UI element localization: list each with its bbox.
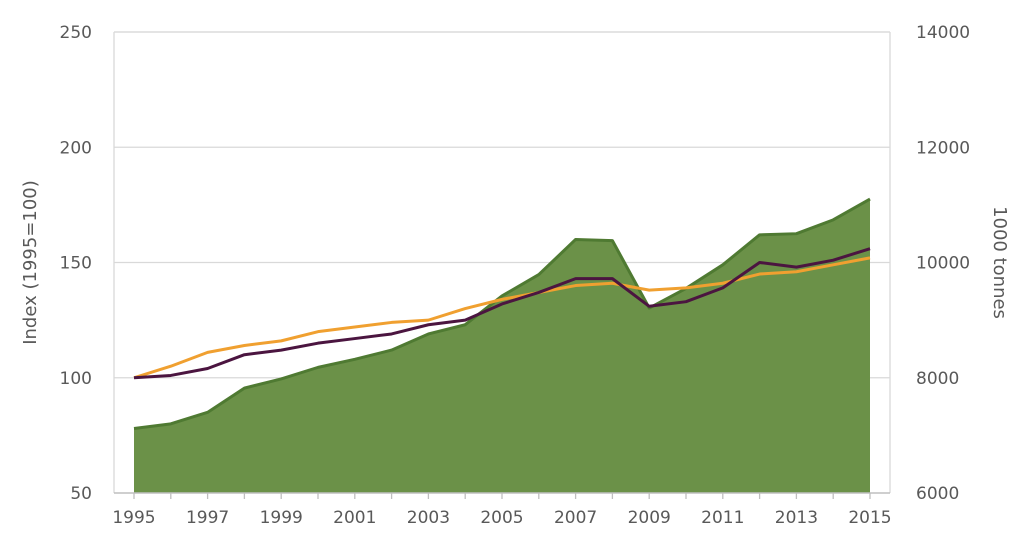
x-tick-label: 2009: [628, 508, 671, 528]
right-tick-label: 8000: [916, 369, 959, 389]
x-tick-label: 2001: [333, 508, 376, 528]
left-tick-label: 100: [60, 369, 92, 389]
left-tick-label: 200: [60, 138, 92, 158]
x-tick-label: 2007: [554, 508, 597, 528]
left-tick-label: 50: [70, 484, 92, 504]
line-series-1: [133, 256, 871, 380]
left-axis-title: Index (1995=100): [20, 180, 41, 345]
x-tick-label: 2015: [848, 508, 891, 528]
x-tick-label: 2005: [480, 508, 523, 528]
right-tick-label: 10000: [916, 254, 970, 274]
right-tick-label: 12000: [916, 138, 970, 158]
left-tick-label: 250: [60, 23, 92, 43]
x-tick-label: 1997: [186, 508, 229, 528]
area-series-outline: [133, 197, 871, 430]
right-tick-label: 14000: [916, 23, 970, 43]
x-tick-label: 2013: [775, 508, 818, 528]
x-tick-label: 1995: [112, 508, 155, 528]
x-axis-ticks: 1995 1997 1999 2001 2003 2005 2007 2009 2011 2013…: [112, 493, 892, 528]
x-tick-label: 2011: [701, 508, 744, 528]
right-tick-label: 6000: [916, 484, 959, 504]
right-axis-title: 1000 tonnes: [989, 206, 1010, 319]
left-axis-ticks: 50 100 150 200 250: [60, 23, 92, 504]
x-tick-label: 2003: [407, 508, 450, 528]
x-tick-label: 1999: [260, 508, 303, 528]
area-series-fill: [134, 199, 870, 494]
left-tick-label: 150: [60, 254, 92, 274]
right-axis-ticks: 6000 8000 10000 12000 14000: [916, 23, 970, 504]
series-layer: [133, 197, 871, 494]
line-series-2: [133, 247, 871, 380]
